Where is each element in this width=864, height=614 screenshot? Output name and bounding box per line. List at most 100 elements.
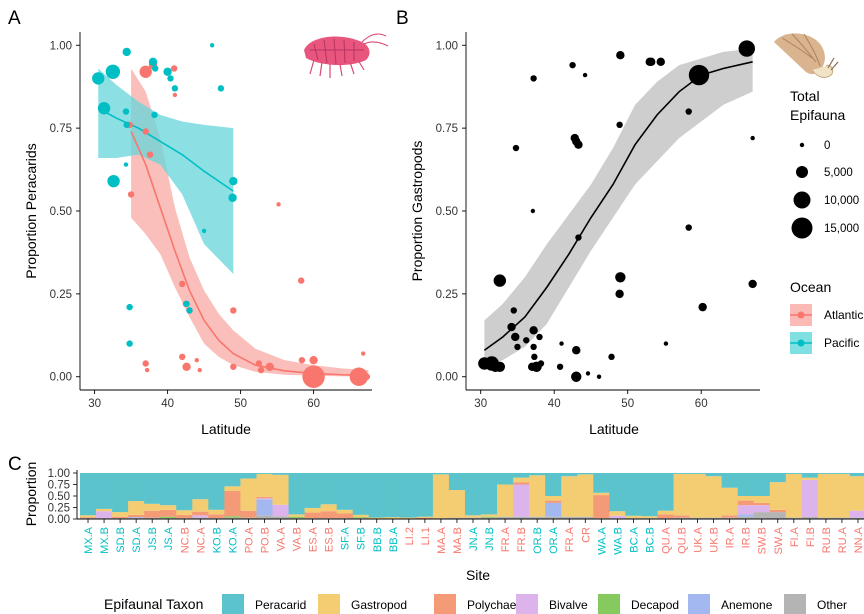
taxon-legend-key-bivalve	[516, 594, 538, 614]
bar-segment-gastropod	[657, 510, 674, 515]
bar-segment-peracarid	[352, 473, 370, 515]
panel-a-ci-band-atlantic	[131, 68, 369, 377]
bar-segment-gastropod	[192, 499, 209, 512]
size-legend-label: 5,000	[824, 167, 853, 179]
panel-b-x-tick-label: 30	[474, 398, 487, 410]
bar-segment-decapod	[481, 516, 498, 518]
panel-c-site-label: MX.B	[99, 527, 111, 554]
panel-c-site-label: VA.A	[276, 526, 288, 551]
panel-c-site-label: JS.B	[147, 527, 159, 550]
bar-segment-peracarid	[785, 473, 803, 474]
panel-c-site-label: SW.A	[773, 526, 785, 554]
panel-a-point-atlantic	[298, 356, 306, 364]
taxon-legend-title: Epifaunal Taxon	[104, 596, 203, 612]
panel-c-site-label: UK.B	[709, 527, 721, 553]
panel-b-point	[616, 51, 625, 60]
bar-segment-peracarid	[753, 473, 771, 496]
panel-b-scatter: 30 40 50 60 0.00 0.25 0.50 0.75 1.00 Latitude Pr…	[409, 32, 839, 437]
panel-b-point	[531, 353, 538, 361]
panel-b-point	[616, 121, 623, 129]
panel-a-point-atlantic	[297, 277, 305, 284]
bar-segment-gastropod	[96, 508, 113, 512]
ocean-legend: Ocean Atlantic Pacific	[790, 279, 863, 354]
bar-segment-gastropod	[240, 478, 257, 511]
panel-b-point	[494, 361, 506, 372]
panel-c-site-label: MX.A	[83, 526, 95, 554]
bar-segment-other	[497, 516, 514, 519]
panel-b-point	[685, 108, 692, 115]
panel-b-point	[688, 64, 710, 86]
bar-segment-peracarid	[561, 473, 578, 477]
panel-a-point-atlantic	[179, 280, 186, 288]
bar-segment-peracarid	[849, 473, 864, 477]
bar-segment-other	[609, 518, 626, 519]
panel-a-point-pacific	[167, 75, 174, 82]
bar-segment-peracarid	[833, 473, 851, 474]
panel-b-x-tick-label: 50	[621, 398, 634, 410]
bar-segment-gastropod	[801, 477, 819, 480]
bar-segment-polychaete	[737, 500, 755, 506]
bar-segment-peracarid	[481, 473, 498, 515]
bar-segment-peracarid	[769, 473, 787, 483]
taxon-legend-key-other	[784, 594, 806, 614]
bar-segment-polychaete	[240, 510, 257, 518]
bar-segment-polychaete	[304, 512, 321, 519]
bar-segment-polychaete	[192, 511, 209, 516]
bar-segment-gastropod	[320, 504, 337, 512]
ocean-legend-label: Pacific	[824, 336, 859, 350]
panel-b-point	[514, 343, 521, 351]
bar-segment-other	[721, 517, 738, 519]
panel-a-y-tick-label: 0.00	[50, 372, 72, 384]
bar-segment-peracarid	[80, 473, 97, 516]
bar-segment-peracarid	[497, 473, 514, 485]
size-legend: Total Epifauna 0 5,000 10,000 15,000	[790, 88, 859, 239]
bar-segment-polychaete	[176, 514, 193, 519]
panel-b-y-tick-label: 0.75	[436, 123, 458, 135]
panel-b-point	[663, 341, 669, 346]
panel-b-point	[615, 272, 626, 283]
panel-c-y-tick-label: 0.50	[48, 491, 70, 503]
panel-b-point	[569, 61, 576, 69]
panel-c-site-label: FI.A	[789, 526, 801, 547]
size-legend-key	[793, 191, 811, 209]
bar-segment-gastropod	[352, 514, 370, 518]
panel-b-y-tick-label: 1.00	[436, 40, 458, 52]
panel-b-point	[493, 274, 507, 287]
panel-c-site-label: SW.B	[757, 527, 769, 555]
bar-segment-other	[80, 518, 97, 519]
panel-c-site-label: FI.B	[805, 527, 817, 547]
bar-segment-gastropod	[481, 514, 498, 517]
bar-segment-gastropod	[272, 474, 289, 505]
bar-segment-other	[673, 517, 690, 519]
bar-segment-other	[481, 517, 498, 519]
panel-b-y-axis-label: Proportion Gastropods	[409, 141, 425, 282]
panel-b-x-tick-label: 60	[695, 398, 708, 410]
bar-segment-other	[96, 518, 113, 519]
taxon-legend-label: Peracarid	[255, 598, 306, 612]
panel-a-point-pacific	[97, 102, 111, 115]
bar-segment-gastropod	[464, 515, 482, 518]
bar-segment-bivalve	[849, 510, 864, 518]
bar-segment-polychaete	[144, 510, 161, 518]
panel-a-point-atlantic	[146, 151, 154, 158]
panel-c-site-label: JN.A	[468, 526, 480, 551]
panel-a-point-pacific	[171, 85, 179, 92]
panel-c-site-label: LI.2	[404, 527, 416, 545]
panel-c-site-label: BB.A	[388, 526, 400, 552]
panel-label-b: B	[396, 8, 409, 29]
panel-c-site-label: VA.B	[292, 527, 304, 551]
bar-segment-gastropod	[224, 486, 241, 491]
bar-segment-other	[641, 518, 658, 519]
panel-c-site-label: QU.B	[677, 527, 689, 554]
panel-a-point-pacific	[92, 72, 105, 85]
panel-a-point-atlantic	[361, 351, 366, 356]
bar-segment-peracarid	[737, 473, 755, 496]
panel-b-point	[507, 322, 516, 332]
bar-segment-gastropod	[160, 505, 177, 510]
bar-segment-gastropod	[849, 476, 864, 511]
ocean-legend-label: Atlantic	[824, 308, 863, 322]
bar-segment-other	[577, 516, 594, 519]
bar-segment-gastropod	[577, 474, 594, 517]
bar-segment-polychaete	[320, 511, 337, 519]
